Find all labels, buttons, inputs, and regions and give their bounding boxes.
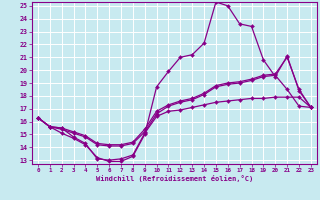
X-axis label: Windchill (Refroidissement éolien,°C): Windchill (Refroidissement éolien,°C): [96, 175, 253, 182]
